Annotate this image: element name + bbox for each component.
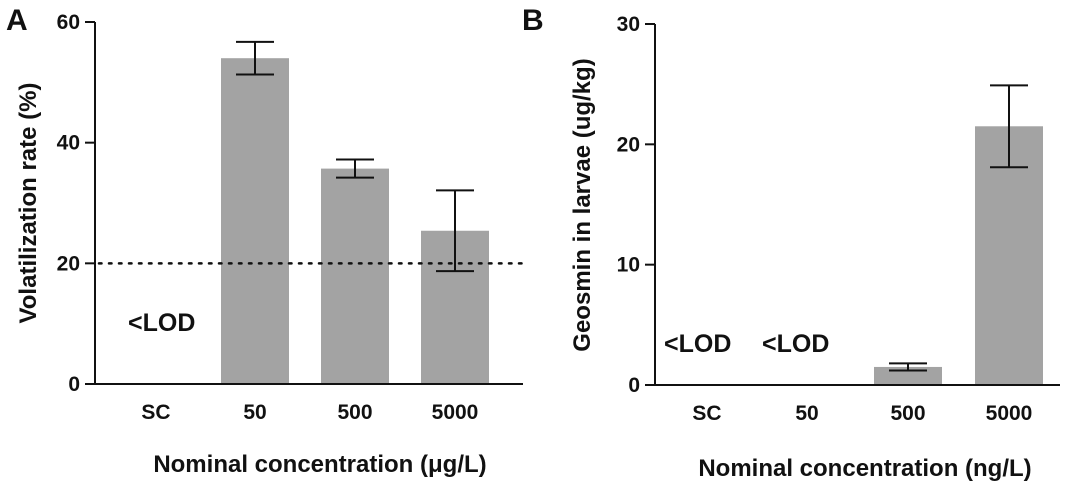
chart-b-y-tick-label-20: 20 — [617, 133, 640, 156]
chart-b: B 0 10 20 30 SC 50 500 5000 <LOD <LOD Nomin… — [522, 4, 1060, 482]
chart-a-y-ticks: 0 20 40 60 — [57, 11, 95, 396]
chart-b-annotation-lod-50: <LOD — [762, 330, 829, 358]
chart-a: A 0 20 40 60 SC 50 500 5000 <LOD Nominal co… — [6, 4, 525, 478]
chart-b-x-axis-title: Nominal concentration (ng/L) — [698, 455, 1031, 482]
chart-a-x-tick-5000: 5000 — [432, 401, 479, 424]
chart-a-x-tick-500: 500 — [337, 401, 372, 424]
chart-b-bars — [874, 126, 1043, 386]
chart-b-y-tick-label-10: 10 — [617, 254, 640, 277]
chart-a-y-axis-title: Volatilization rate (%) — [15, 83, 42, 324]
chart-b-x-tick-sc: SC — [692, 402, 721, 425]
chart-b-x-tick-50: 50 — [795, 402, 818, 425]
chart-b-error-bar-5000 — [990, 84, 1028, 169]
chart-a-bar-50 — [221, 58, 289, 384]
chart-b-y-axis-title: Geosmin in larvae (ug/kg) — [569, 58, 596, 351]
chart-b-error-bar-500 — [889, 362, 927, 372]
chart-a-bar-500 — [321, 168, 389, 384]
chart-a-y-tick-label-20: 20 — [57, 252, 80, 275]
chart-a-y-tick-label-60: 60 — [57, 11, 80, 34]
chart-a-error-bar-500 — [336, 158, 374, 179]
chart-b-x-tick-5000: 5000 — [986, 402, 1033, 425]
chart-a-annotation-lod: <LOD — [128, 309, 195, 337]
chart-b-error-bars — [889, 84, 1028, 372]
chart-a-x-tick-sc: SC — [141, 401, 170, 424]
chart-a-error-bar-5000 — [436, 189, 474, 273]
chart-b-y-tick-label-0: 0 — [628, 374, 640, 397]
panel-b-letter: B — [522, 4, 544, 37]
chart-a-bars — [221, 58, 489, 384]
chart-a-error-bars — [236, 40, 474, 273]
chart-a-error-bar-50 — [236, 40, 274, 76]
chart-a-x-axis-title: Nominal concentration (μg/L) — [153, 451, 486, 478]
chart-b-y-ticks: 0 10 20 30 — [617, 13, 655, 397]
chart-b-annotation-lod-sc: <LOD — [664, 330, 731, 358]
chart-b-x-tick-500: 500 — [890, 402, 925, 425]
chart-a-x-tick-50: 50 — [243, 401, 266, 424]
chart-a-y-tick-label-0: 0 — [68, 373, 80, 396]
chart-b-bar-5000 — [975, 126, 1043, 386]
chart-a-y-tick-label-40: 40 — [57, 132, 80, 155]
panel-a-letter: A — [6, 4, 28, 37]
chart-b-y-tick-label-30: 30 — [617, 13, 640, 36]
